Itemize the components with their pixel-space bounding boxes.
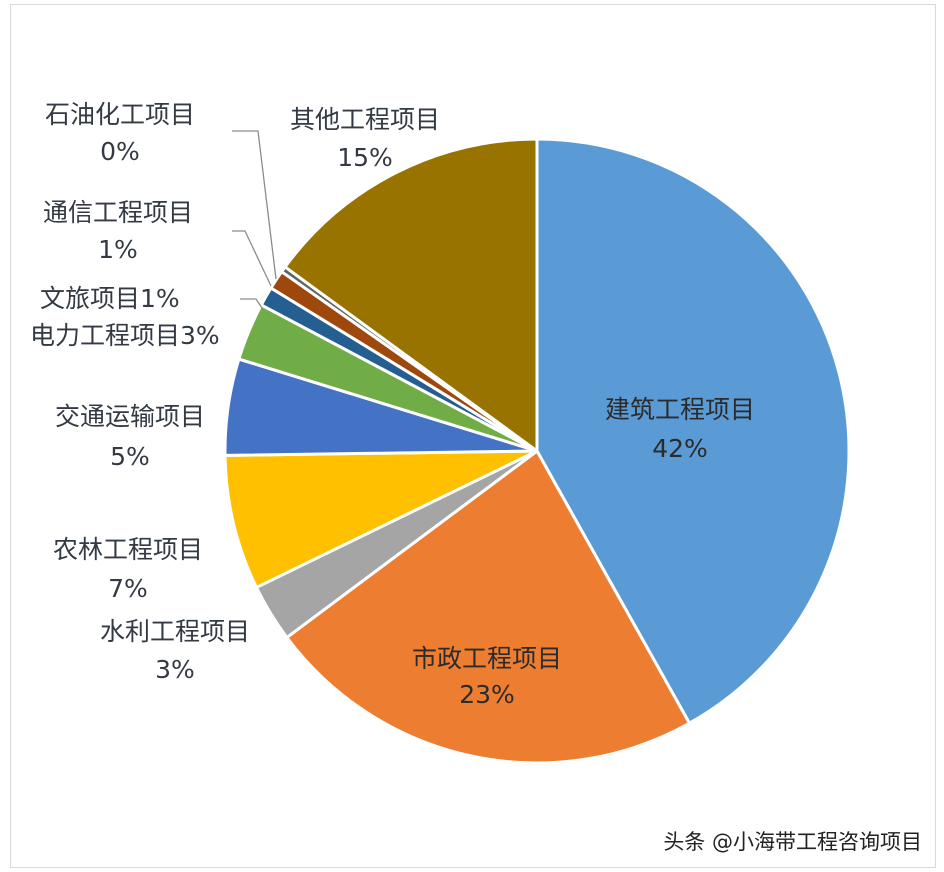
slice-percent-9: 15% [337,143,393,172]
slice-percent-7: 1% [98,235,138,264]
slice-label-7: 通信工程项目 [43,198,193,227]
slice-label-4: 交通运输项目 [55,402,205,431]
slice-label-5: 电力工程项目3% [30,321,220,350]
slice-percent-1: 23% [459,680,515,709]
slice-percent-4: 5% [110,442,150,471]
watermark-text: 头条 @小海带工程咨询项目 [663,830,922,854]
slice-percent-2: 3% [155,655,195,684]
slice-label-9: 其他工程项目 [290,105,440,134]
leader-line-6 [240,298,263,309]
slice-percent-3: 7% [108,574,148,603]
slice-percent-0: 42% [652,434,708,463]
slice-label-1: 市政工程项目 [412,644,562,673]
slice-label-2: 水利工程项目 [100,617,250,646]
slice-label-6: 文旅项目1% [40,284,180,313]
slice-label-8: 石油化工项目 [45,100,195,129]
leader-line-8 [232,130,277,280]
pie-slice-3 [223,449,539,589]
pie-slice-9 [283,137,539,453]
slice-percent-8: 0% [100,137,140,166]
pie-slice-0 [535,137,851,725]
pie-slice-1 [285,449,691,765]
leader-line-7 [232,230,272,287]
slice-label-0: 建筑工程项目 [605,395,755,424]
slice-label-3: 农林工程项目 [53,535,203,564]
